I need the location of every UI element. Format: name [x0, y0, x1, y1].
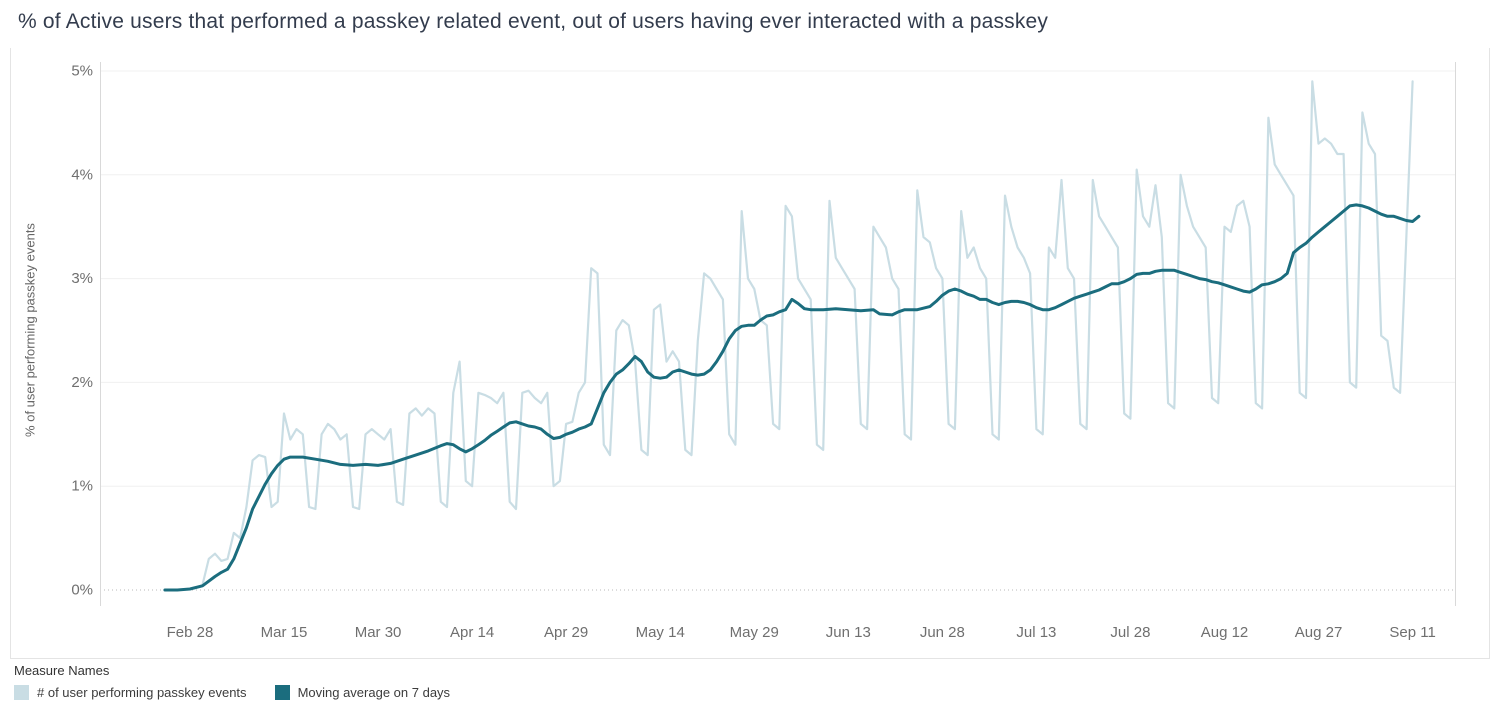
x-tick-label: Jul 28: [1110, 624, 1150, 641]
legend-items: # of user performing passkey events Movin…: [14, 685, 450, 700]
legend-item-daily[interactable]: # of user performing passkey events: [14, 685, 247, 700]
legend: Measure Names # of user performing passk…: [14, 663, 450, 700]
moving-average-line[interactable]: [163, 203, 1421, 592]
x-tick-label: Jun 28: [920, 624, 965, 641]
x-tick-label: Feb 28: [167, 624, 214, 641]
legend-swatch-daily[interactable]: [14, 685, 29, 700]
x-tick-label: May 14: [636, 624, 685, 641]
chart-title: % of Active users that performed a passk…: [18, 10, 1049, 33]
y-tick-label: 1%: [71, 478, 93, 495]
x-tick-label: Aug 27: [1295, 624, 1343, 641]
x-tick-label: Aug 12: [1201, 624, 1249, 641]
x-tick-label: May 29: [730, 624, 779, 641]
y-tick-label: 5%: [71, 63, 93, 80]
x-tick-label: Jul 13: [1016, 624, 1056, 641]
plot-area[interactable]: 0% 1% 2% 3% 4% 5% Feb 28 Mar 15 Mar 30 Apr 14 Apr …: [0, 48, 1500, 660]
legend-item-moving-average[interactable]: Moving average on 7 days: [274, 685, 451, 700]
legend-title: Measure Names: [14, 663, 110, 678]
x-tick-label: Apr 29: [544, 624, 588, 641]
x-tick-label: Mar 15: [261, 624, 308, 641]
legend-label-daily: # of user performing passkey events: [37, 685, 247, 700]
daily-line[interactable]: [163, 80, 1414, 592]
x-tick-label: Apr 14: [450, 624, 494, 641]
y-tick-label: 0%: [71, 582, 93, 599]
x-tick-label: Jun 13: [826, 624, 871, 641]
legend-swatch-moving-average[interactable]: [274, 685, 290, 700]
x-tick-label: Sep 11: [1389, 624, 1435, 641]
x-tick-label: Mar 30: [355, 624, 402, 641]
y-tick-label: 3%: [71, 270, 93, 287]
y-tick-label: 2%: [71, 374, 93, 391]
legend-label-moving-average: Moving average on 7 days: [297, 685, 451, 700]
y-tick-label: 4%: [71, 166, 93, 183]
